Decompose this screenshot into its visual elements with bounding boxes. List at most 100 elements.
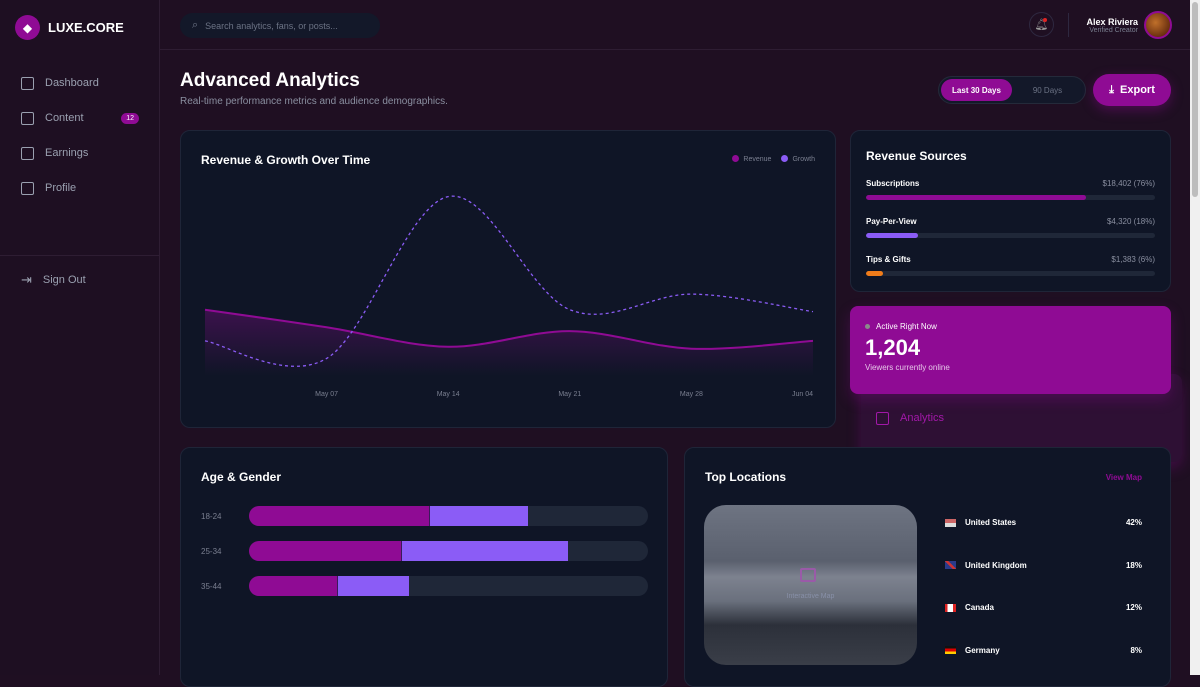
age-gender-title: Age & Gender: [201, 470, 282, 484]
sidebar-item-label: Analytics: [900, 412, 945, 424]
line-chart: May 07 May 14 May 21 May 28 Jun 04: [201, 193, 817, 398]
top-locations-title: Top Locations: [705, 470, 787, 484]
location-row: United States 42%: [945, 518, 1142, 527]
revenue-sources-title: Revenue Sources: [866, 149, 967, 163]
country-name: Canada: [965, 603, 994, 612]
source-progress-track: [866, 233, 1155, 238]
age-row: 35-44: [201, 576, 648, 596]
sidebar-item-earnings[interactable]: Earnings: [11, 138, 149, 168]
country-percent: 12%: [1125, 603, 1142, 612]
revenue-sources-card: Revenue Sources Subscriptions $18,402 (76…: [850, 130, 1171, 292]
user-name: Alex Riviera: [1086, 16, 1138, 27]
age-gender-card: Age & Gender 18-24 25-34 35-44: [180, 447, 668, 687]
search-box[interactable]: ⌕: [180, 13, 380, 38]
age-bar: [249, 576, 648, 596]
age-segment-primary[interactable]: [249, 506, 429, 526]
user-icon: [21, 181, 34, 195]
country-name: United States: [965, 518, 1017, 527]
grid-icon: [21, 76, 34, 90]
age-segment-primary[interactable]: [249, 576, 337, 596]
age-row: 18-24: [201, 506, 648, 526]
source-progress-fill: [866, 195, 1086, 200]
source-value: $1,383 (6%): [1111, 255, 1155, 264]
age-segment-secondary[interactable]: [428, 506, 529, 526]
active-count: 1,204: [865, 335, 921, 360]
age-label: 18-24: [201, 511, 222, 521]
flag-de-icon: [945, 646, 956, 654]
age-segment-primary[interactable]: [249, 541, 401, 561]
revenue-point[interactable]: [566, 327, 574, 335]
age-row: 25-34: [201, 541, 648, 561]
source-label: Tips & Gifts: [866, 255, 911, 264]
sidebar-item-label: Dashboard: [45, 77, 99, 89]
view-map-link[interactable]: View Map: [1105, 473, 1142, 482]
source-progress-track: [866, 271, 1155, 276]
growth-point[interactable]: [323, 354, 331, 362]
scrollbar-thumb[interactable]: [1192, 2, 1198, 197]
revenue-point[interactable]: [687, 345, 695, 353]
sidebar-item-profile[interactable]: Profile: [11, 173, 149, 203]
country-name: Germany: [965, 645, 1000, 655]
revenue-point[interactable]: [323, 323, 331, 331]
age-bar: [249, 541, 648, 561]
search-input[interactable]: [205, 20, 366, 31]
avatar[interactable]: [1144, 11, 1172, 39]
money-icon: [21, 146, 34, 160]
sign-out-icon: ⇥: [21, 272, 32, 287]
growth-point[interactable]: [809, 308, 817, 316]
x-tick-label: Jun 04: [792, 391, 813, 398]
revenue-area: [205, 309, 813, 376]
user-role: Verified Creator: [1089, 26, 1138, 34]
divider: [0, 255, 160, 256]
flag-us-icon: [945, 518, 956, 527]
source-label: Pay-Per-View: [866, 217, 917, 226]
sign-out-button[interactable]: ⇥ Sign Out: [11, 265, 149, 295]
video-icon: [21, 111, 34, 125]
sign-out-label: Sign Out: [42, 274, 86, 286]
growth-point[interactable]: [566, 306, 574, 314]
revenue-point[interactable]: [201, 306, 209, 314]
scrollbar[interactable]: [1190, 0, 1200, 675]
x-tick-label: May 21: [558, 391, 581, 398]
source-value: $18,402 (76%): [1102, 179, 1155, 188]
revenue-source-row: Pay-Per-View $4,320 (18%): [866, 217, 1155, 238]
country-name: United Kingdom: [965, 560, 1027, 570]
range-last-30-days[interactable]: Last 30 Days: [941, 79, 1012, 101]
download-icon: ⤓: [1109, 83, 1115, 96]
revenue-point[interactable]: [444, 343, 452, 351]
location-row: Germany 8%: [945, 646, 1142, 655]
top-locations-card: Top Locations View Map Interactive Map U…: [684, 447, 1171, 687]
sidebar: ◆ LUXE.CORE Dashboard Analytics Content 12 E…: [0, 0, 1182, 675]
sidebar-item-dashboard[interactable]: Dashboard: [11, 68, 149, 98]
sidebar-item-label: Profile: [45, 182, 77, 194]
source-progress-track: [866, 195, 1155, 200]
sidebar-nav: Dashboard Analytics Content 12 Earnings Profi…: [11, 68, 1182, 462]
growth-point[interactable]: [687, 290, 695, 298]
range-90-days[interactable]: 90 Days: [1032, 85, 1063, 95]
page-title: Advanced Analytics: [180, 70, 360, 91]
revenue-source-row: Tips & Gifts $1,383 (6%): [866, 255, 1155, 276]
logo[interactable]: ◆ LUXE.CORE: [15, 15, 124, 40]
notifications-button[interactable]: 🔔︎: [1029, 12, 1054, 37]
growth-point[interactable]: [201, 337, 209, 345]
user-menu[interactable]: Alex Riviera Verified Creator: [1086, 11, 1172, 39]
age-segment-secondary[interactable]: [336, 576, 409, 596]
sidebar-item-content[interactable]: Content 12: [11, 103, 149, 133]
map-image[interactable]: Interactive Map: [704, 505, 917, 665]
active-label: Active Right Now: [876, 322, 937, 331]
x-tick-label: May 14: [437, 391, 460, 398]
source-progress-fill: [866, 233, 919, 238]
source-value: $4,320 (18%): [1106, 217, 1155, 226]
revenue-point[interactable]: [809, 337, 817, 345]
export-label: Export: [1120, 84, 1155, 96]
revenue-line: [204, 308, 814, 350]
flag-ca-icon: [945, 603, 956, 612]
export-button[interactable]: ⤓ Export: [1093, 74, 1171, 106]
location-row: United Kingdom 18%: [945, 561, 1142, 570]
location-row: Canada 12%: [945, 603, 1142, 612]
page-subtitle: Real-time performance metrics and audien…: [180, 96, 448, 107]
growth-point[interactable]: [444, 193, 452, 201]
revenue-growth-chart-card: Revenue & Growth Over Time Revenue Growt…: [180, 130, 836, 428]
age-segment-secondary[interactable]: [400, 541, 569, 561]
active-caption: Viewers currently online: [865, 363, 950, 372]
